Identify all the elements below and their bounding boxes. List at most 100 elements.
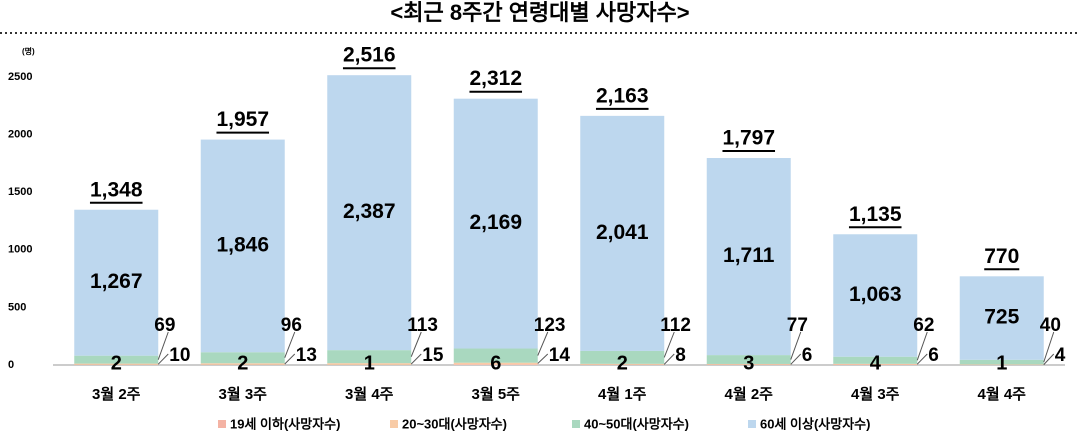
x-tick-label: 4월 4주: [978, 386, 1027, 403]
data-label: 1,711: [723, 244, 775, 267]
bar-segment: [327, 350, 412, 364]
data-label: 1,267: [90, 270, 143, 293]
bar-segment: [327, 363, 412, 365]
leader-line: [284, 331, 296, 358]
data-label: 2,169: [469, 211, 522, 234]
bar-segment: [580, 363, 665, 365]
x-tick-label: 3월 2주: [92, 386, 141, 403]
x-tick-label: 4월 3주: [851, 386, 900, 403]
data-label: 4: [870, 352, 882, 374]
legend-label: 60세 이상(사망자수): [760, 416, 870, 431]
y-tick-label: 1500: [8, 186, 32, 198]
leader-line: [790, 353, 802, 365]
data-label: 13: [296, 345, 317, 366]
y-tick-label: 1000: [8, 244, 32, 256]
data-label: 1,846: [216, 233, 269, 256]
legend-swatch: [748, 420, 756, 428]
data-label: 6: [490, 352, 501, 374]
data-label: 69: [154, 315, 175, 336]
leader-line: [410, 331, 422, 357]
leader-line: [916, 353, 928, 365]
bar-segment: [959, 276, 1044, 360]
data-label: 96: [281, 315, 302, 336]
data-label: 123: [534, 315, 566, 336]
bar-segment: [74, 209, 159, 356]
data-label: 77: [787, 315, 808, 336]
bar-segment: [833, 356, 918, 364]
legend-swatch: [218, 420, 226, 428]
legend-swatch: [572, 420, 580, 428]
bar-segment: [453, 362, 538, 365]
data-label: 15: [422, 345, 444, 366]
data-label: 10: [169, 345, 190, 366]
legend-label: 19세 이하(사망자수): [230, 416, 340, 431]
y-tick-label: 2500: [8, 71, 32, 83]
data-label: 1: [364, 352, 375, 374]
total-label: 1,797: [722, 127, 775, 150]
x-tick-label: 3월 4주: [345, 386, 394, 403]
data-label: 2: [111, 352, 122, 374]
total-label: 2,312: [469, 67, 522, 90]
x-tick-label: 3월 5주: [472, 386, 521, 403]
x-tick-label: 4월 2주: [725, 386, 774, 403]
bar-segment: [200, 139, 285, 353]
bar-segment: [327, 75, 412, 351]
bar-segment: [74, 355, 159, 364]
leader-line: [157, 353, 169, 365]
bar-segment: [959, 359, 1044, 365]
total-label: 1,348: [90, 178, 143, 201]
leader-line: [1043, 353, 1055, 365]
bar-segment: [833, 363, 918, 365]
y-tick-label: 2000: [8, 129, 32, 141]
y-tick-label: 500: [8, 301, 26, 313]
data-label: 4: [1055, 345, 1066, 366]
data-label: 112: [660, 315, 691, 336]
chart-title: <최근 8주간 연령대별 사망자수>: [390, 0, 689, 25]
data-label: 725: [984, 306, 1019, 329]
x-tick-label: 3월 3주: [219, 386, 268, 403]
leader-line: [284, 353, 296, 365]
data-label: 113: [407, 315, 438, 336]
bar-segment: [580, 115, 665, 351]
data-label: 1: [996, 352, 1007, 374]
leader-line: [157, 331, 169, 360]
data-label: 6: [928, 345, 939, 366]
leader-line: [790, 331, 802, 360]
data-label: 2: [617, 352, 628, 374]
total-label: 1,135: [849, 203, 902, 226]
data-label: 14: [549, 345, 571, 366]
data-label: 2,387: [343, 200, 396, 223]
bar-segment: [200, 363, 285, 365]
bar-segment: [453, 98, 538, 349]
legend-swatch: [390, 420, 398, 428]
bar-segment: [453, 348, 538, 363]
data-label: 1,063: [849, 283, 902, 306]
leader-line: [537, 353, 549, 364]
bar-segment: [833, 234, 918, 357]
bar-segment: [580, 350, 665, 364]
total-label: 2,163: [596, 84, 649, 107]
x-tick-label: 4월 1주: [598, 386, 647, 403]
data-label: 62: [913, 315, 934, 336]
y-unit: (명): [22, 46, 35, 56]
data-label: 8: [675, 345, 686, 366]
legend-label: 20~30대(사망자수): [402, 416, 507, 431]
data-label: 6: [802, 345, 813, 366]
bar-segment: [200, 352, 285, 364]
leader-line: [916, 331, 928, 361]
data-label: 2,041: [596, 221, 649, 244]
leader-line: [663, 331, 675, 358]
bar-segment: [706, 158, 791, 356]
bar-segment: [706, 355, 791, 364]
total-label: 770: [984, 245, 1019, 268]
leader-line: [410, 353, 422, 365]
leader-line: [663, 353, 675, 365]
bar-segment: [706, 363, 791, 365]
bar-segment: [453, 364, 538, 365]
leader-line: [1043, 331, 1055, 363]
y-tick-label: 0: [8, 359, 14, 371]
bar-segment: [74, 363, 159, 365]
total-label: 1,957: [216, 108, 269, 131]
total-label: 2,516: [343, 44, 396, 67]
